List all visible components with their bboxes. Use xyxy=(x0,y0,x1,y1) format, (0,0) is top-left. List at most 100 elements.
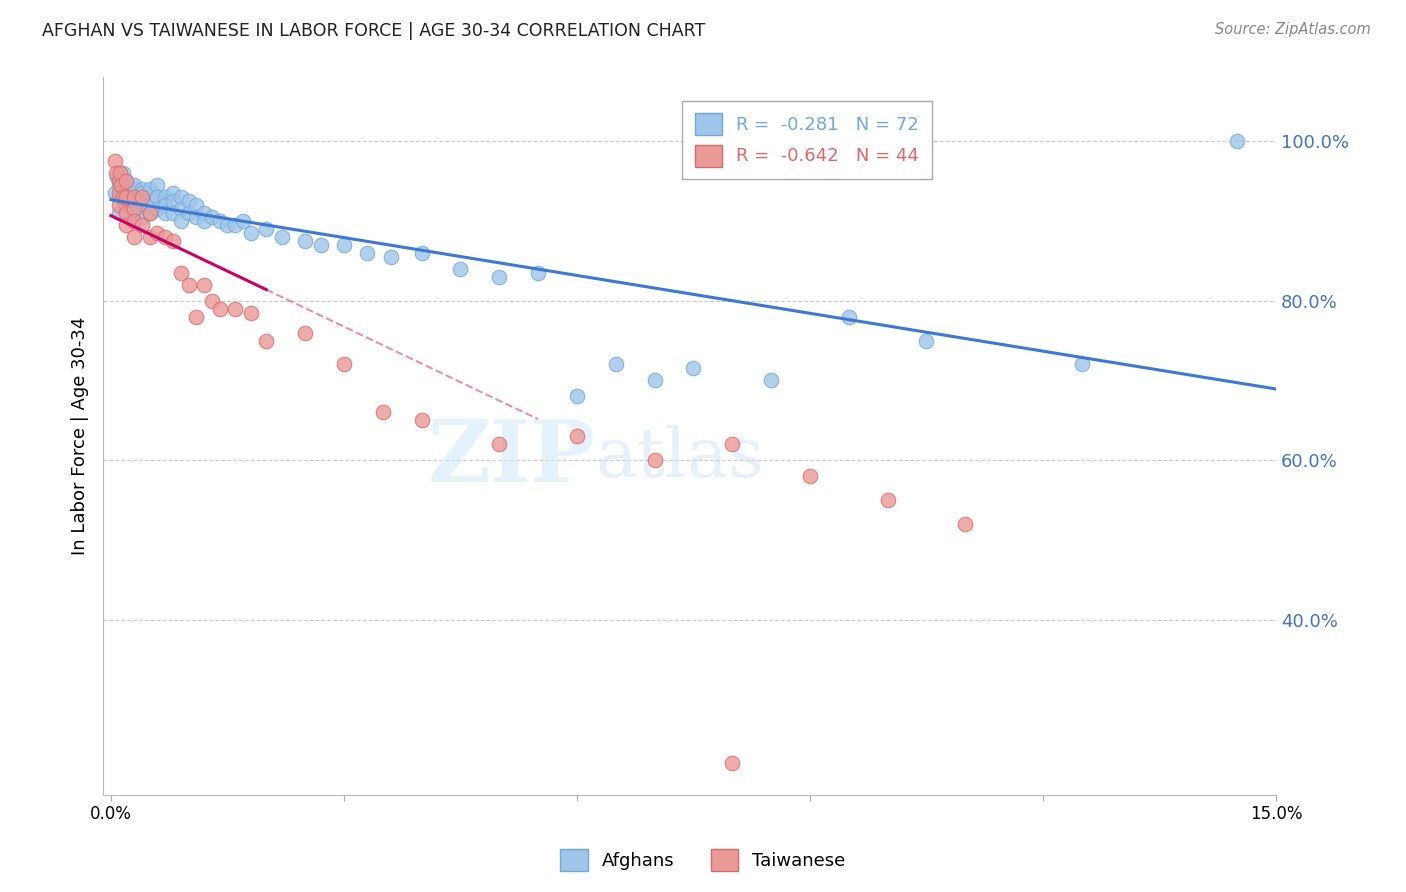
Point xyxy=(682,361,704,376)
Point xyxy=(115,190,138,204)
Point xyxy=(131,186,153,200)
Text: Source: ZipAtlas.com: Source: ZipAtlas.com xyxy=(1215,22,1371,37)
Point xyxy=(122,202,145,216)
Point xyxy=(170,214,193,228)
Point xyxy=(107,206,129,220)
Point xyxy=(155,190,177,204)
Point xyxy=(371,405,394,419)
Point xyxy=(224,218,246,232)
Point xyxy=(799,469,821,483)
Point xyxy=(138,182,160,196)
Point xyxy=(115,174,138,188)
Point xyxy=(170,190,193,204)
Point xyxy=(162,186,184,200)
Point xyxy=(201,210,224,224)
Point xyxy=(122,206,145,220)
Point xyxy=(270,230,292,244)
Point xyxy=(186,210,208,224)
Point xyxy=(105,170,128,185)
Point xyxy=(110,178,132,192)
Point xyxy=(131,190,153,204)
Point xyxy=(115,182,138,196)
Point xyxy=(294,234,316,248)
Point xyxy=(110,166,132,180)
Point xyxy=(955,516,977,531)
Point xyxy=(111,190,134,204)
Point xyxy=(162,194,184,208)
Point xyxy=(186,310,208,324)
Point xyxy=(721,756,744,771)
Point xyxy=(131,198,153,212)
Point xyxy=(170,202,193,216)
Point xyxy=(309,238,332,252)
Point xyxy=(122,178,145,192)
Point xyxy=(122,230,145,244)
Point xyxy=(254,334,277,348)
Point xyxy=(146,226,169,240)
Point xyxy=(131,182,153,196)
Point xyxy=(208,301,231,316)
Point xyxy=(122,214,145,228)
Point xyxy=(105,166,128,180)
Point xyxy=(122,194,145,208)
Point xyxy=(107,198,129,212)
Point xyxy=(162,234,184,248)
Point xyxy=(201,293,224,308)
Point xyxy=(115,218,138,232)
Point xyxy=(224,301,246,316)
Point xyxy=(146,202,169,216)
Point xyxy=(605,358,627,372)
Point xyxy=(449,261,471,276)
Point xyxy=(122,190,145,204)
Point xyxy=(838,310,860,324)
Point xyxy=(644,373,666,387)
Point xyxy=(565,429,588,443)
Point xyxy=(107,174,129,188)
Point xyxy=(110,178,132,192)
Point xyxy=(208,214,231,228)
Point xyxy=(239,226,262,240)
Point xyxy=(411,245,433,260)
Point xyxy=(104,154,127,169)
Point xyxy=(759,373,782,387)
Point xyxy=(333,238,356,252)
Point xyxy=(232,214,254,228)
Point xyxy=(876,493,898,508)
Point xyxy=(138,206,160,220)
Point xyxy=(111,174,134,188)
Point xyxy=(107,190,129,204)
Text: atlas: atlas xyxy=(596,425,765,491)
Point xyxy=(644,453,666,467)
Point xyxy=(162,206,184,220)
Point xyxy=(111,166,134,180)
Point xyxy=(138,230,160,244)
Point xyxy=(193,214,215,228)
Point xyxy=(146,190,169,204)
Point xyxy=(131,210,153,224)
Point xyxy=(1070,358,1092,372)
Point xyxy=(122,190,145,204)
Point xyxy=(488,269,510,284)
Point xyxy=(527,266,550,280)
Point xyxy=(239,306,262,320)
Point xyxy=(138,198,160,212)
Point xyxy=(122,182,145,196)
Point xyxy=(110,166,132,180)
Point xyxy=(155,230,177,244)
Text: ZIP: ZIP xyxy=(427,416,596,500)
Point xyxy=(115,190,138,204)
Point xyxy=(115,174,138,188)
Point xyxy=(1226,134,1249,148)
Point xyxy=(488,437,510,451)
Point xyxy=(193,206,215,220)
Point xyxy=(380,250,402,264)
Legend: Afghans, Taiwanese: Afghans, Taiwanese xyxy=(553,842,853,879)
Point xyxy=(155,198,177,212)
Point xyxy=(115,206,138,220)
Point xyxy=(155,206,177,220)
Point xyxy=(177,194,200,208)
Point xyxy=(170,266,193,280)
Point xyxy=(721,437,744,451)
Point xyxy=(138,186,160,200)
Point xyxy=(411,413,433,427)
